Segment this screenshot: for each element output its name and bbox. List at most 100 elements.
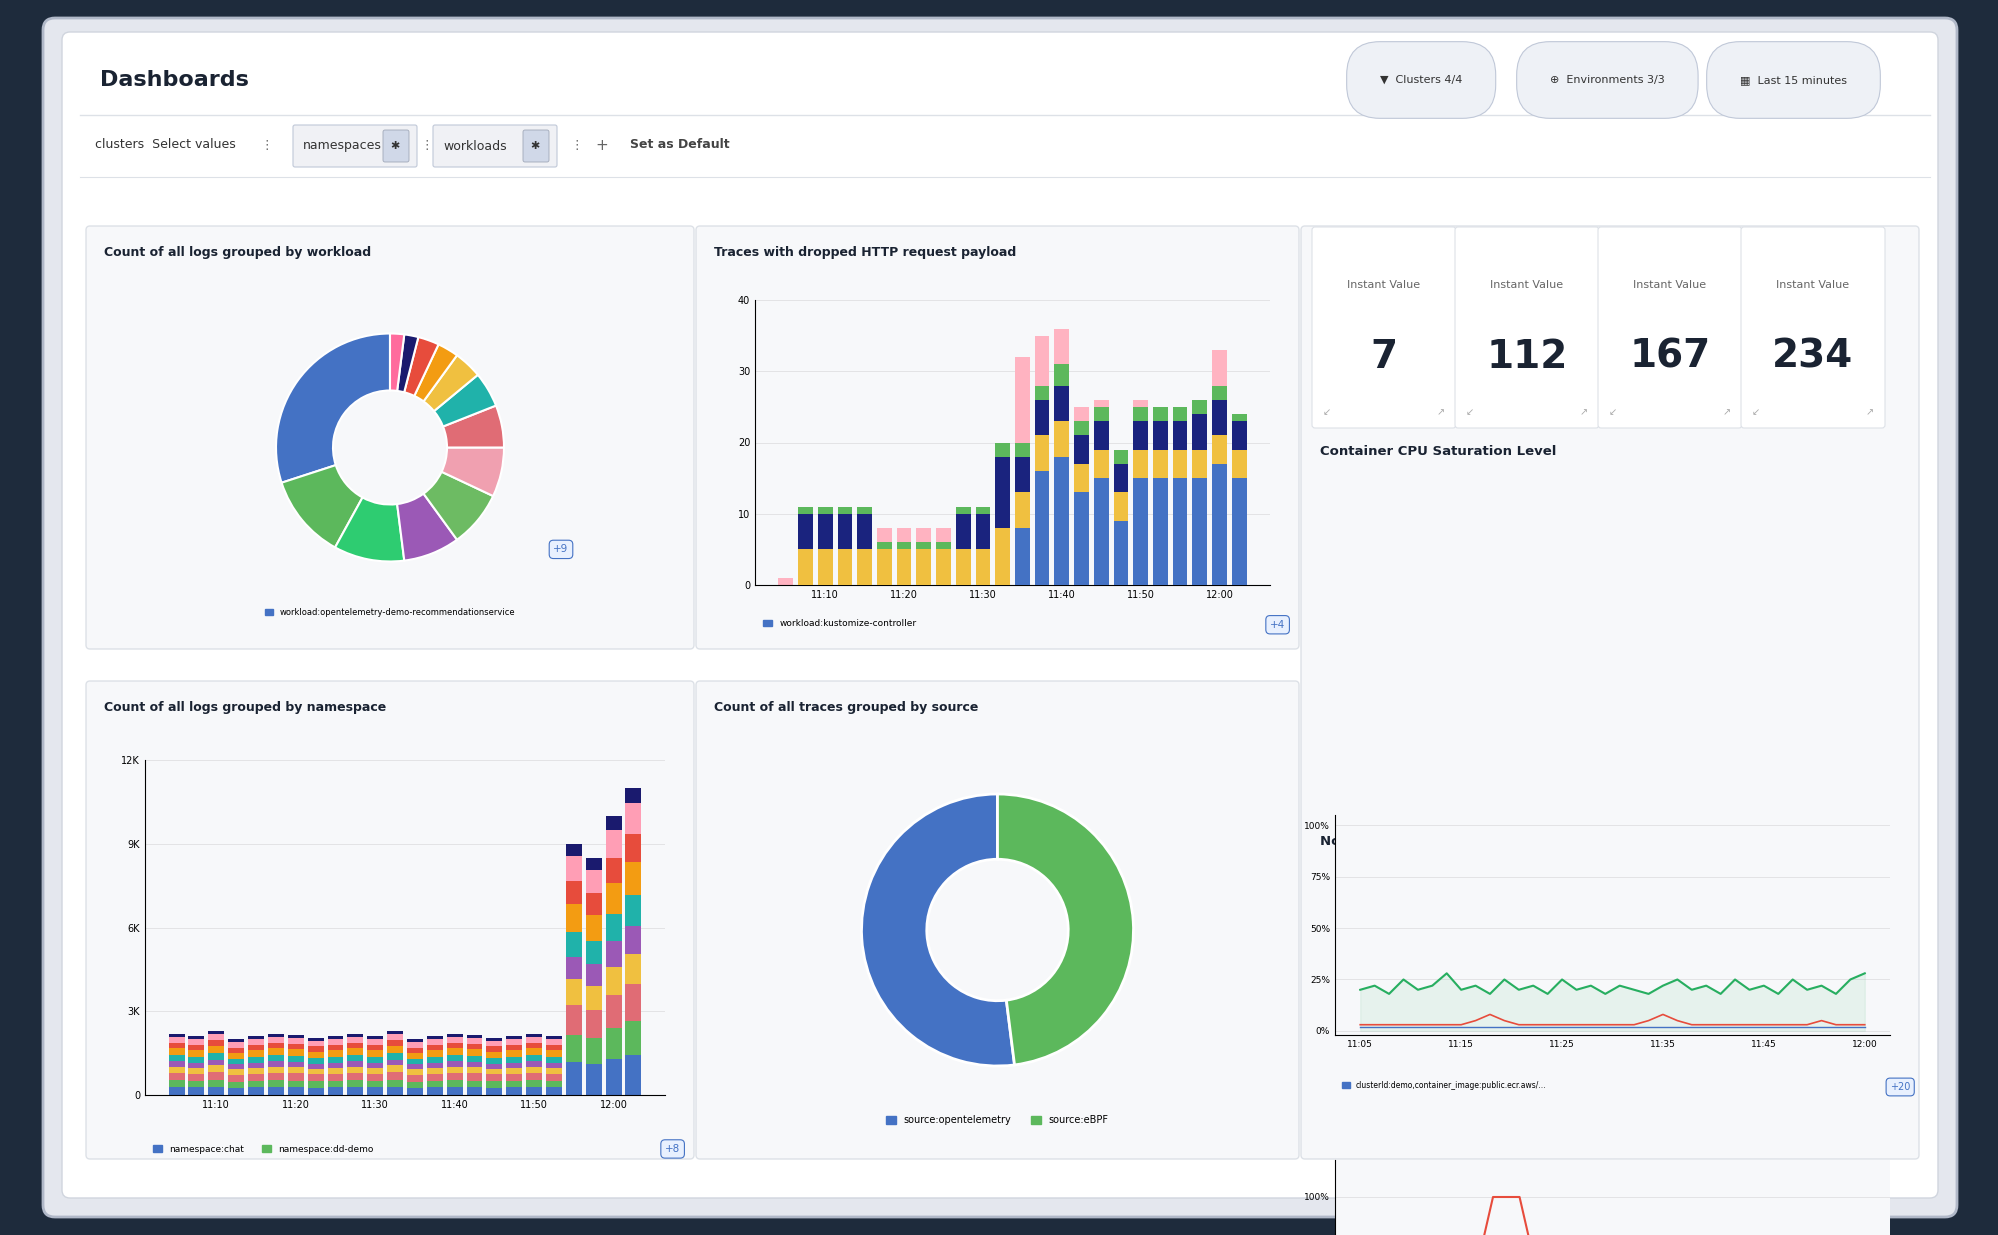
Bar — [605, 941, 621, 967]
Bar — [308, 1051, 324, 1058]
Bar — [1093, 406, 1109, 421]
Bar — [368, 1045, 384, 1051]
Bar — [545, 1040, 561, 1045]
Bar — [308, 1088, 324, 1095]
Bar — [545, 1045, 561, 1051]
Bar — [308, 1074, 324, 1082]
FancyBboxPatch shape — [44, 19, 1956, 1216]
Bar — [168, 1034, 184, 1036]
Bar — [1231, 421, 1247, 450]
Bar — [348, 1049, 364, 1055]
Bar — [625, 788, 641, 803]
Bar — [228, 1047, 244, 1052]
Wedge shape — [282, 466, 362, 547]
Bar — [368, 1057, 384, 1063]
Text: 7: 7 — [1371, 337, 1397, 375]
Text: ⋮: ⋮ — [569, 138, 581, 152]
Bar — [857, 529, 871, 585]
Bar — [1231, 414, 1247, 421]
Wedge shape — [424, 356, 478, 411]
Bar — [228, 1042, 244, 1047]
Bar — [446, 1061, 462, 1067]
Bar — [565, 856, 581, 882]
Bar — [348, 1081, 364, 1087]
Bar — [388, 1034, 404, 1040]
Bar — [995, 457, 1009, 529]
Bar — [1093, 478, 1109, 585]
Text: ↙: ↙ — [1465, 408, 1473, 417]
Bar — [428, 1057, 442, 1063]
Wedge shape — [861, 794, 1015, 1066]
Bar — [1133, 478, 1147, 585]
Bar — [915, 529, 931, 585]
Text: clusters  Select values: clusters Select values — [96, 138, 236, 152]
Text: ✱: ✱ — [529, 141, 539, 151]
Bar — [1133, 400, 1147, 585]
Bar — [428, 1087, 442, 1095]
Bar — [605, 858, 621, 883]
Bar — [188, 1081, 204, 1087]
Bar — [328, 1068, 344, 1074]
Bar — [605, 816, 621, 830]
Bar — [955, 550, 971, 585]
Bar — [1073, 421, 1089, 436]
Bar — [1015, 357, 1029, 585]
Bar — [915, 550, 931, 585]
Bar — [525, 1049, 541, 1055]
Bar — [505, 1081, 521, 1087]
Text: ↙: ↙ — [1608, 408, 1616, 417]
Text: +20: +20 — [1888, 1082, 1910, 1092]
Bar — [1113, 493, 1127, 521]
Bar — [446, 1036, 462, 1042]
Bar — [1133, 450, 1147, 478]
Bar — [525, 1061, 541, 1067]
Bar — [585, 1065, 601, 1095]
Bar — [388, 1060, 404, 1066]
Bar — [428, 1045, 442, 1051]
Bar — [348, 1067, 364, 1073]
Wedge shape — [434, 375, 496, 426]
Bar — [188, 1045, 204, 1051]
Bar — [525, 1087, 541, 1095]
Bar — [428, 1036, 442, 1040]
Wedge shape — [444, 405, 503, 447]
Bar — [486, 1037, 501, 1041]
Bar — [1231, 421, 1247, 585]
Bar — [188, 1087, 204, 1095]
Bar — [585, 1009, 601, 1039]
Text: ↗: ↗ — [1437, 408, 1445, 417]
Bar — [308, 1037, 324, 1041]
Bar — [935, 529, 951, 585]
Bar — [1153, 421, 1167, 585]
Bar — [995, 529, 1009, 585]
Bar — [168, 1081, 184, 1087]
Bar — [1053, 329, 1069, 585]
Bar — [408, 1052, 424, 1058]
FancyBboxPatch shape — [1740, 227, 1884, 429]
Bar — [388, 1087, 404, 1095]
Bar — [168, 1073, 184, 1081]
Text: Node CPU Usage %: Node CPU Usage % — [1319, 835, 1461, 848]
Bar — [955, 506, 971, 514]
Bar — [446, 1081, 462, 1087]
Bar — [897, 550, 911, 585]
Bar — [1015, 529, 1029, 585]
Bar — [1191, 450, 1207, 478]
Bar — [368, 1087, 384, 1095]
Bar — [328, 1051, 344, 1057]
Bar — [486, 1051, 501, 1058]
Bar — [446, 1073, 462, 1081]
FancyBboxPatch shape — [695, 226, 1299, 650]
Bar — [797, 550, 813, 585]
Bar — [288, 1081, 304, 1087]
FancyBboxPatch shape — [384, 130, 410, 162]
Bar — [208, 1046, 224, 1053]
Bar — [505, 1068, 521, 1074]
Bar — [208, 1034, 224, 1040]
Bar — [605, 1058, 621, 1095]
Text: 167: 167 — [1628, 337, 1710, 375]
Text: +: + — [595, 137, 607, 152]
Bar — [505, 1040, 521, 1045]
Bar — [1015, 457, 1029, 493]
Bar — [1113, 464, 1127, 493]
